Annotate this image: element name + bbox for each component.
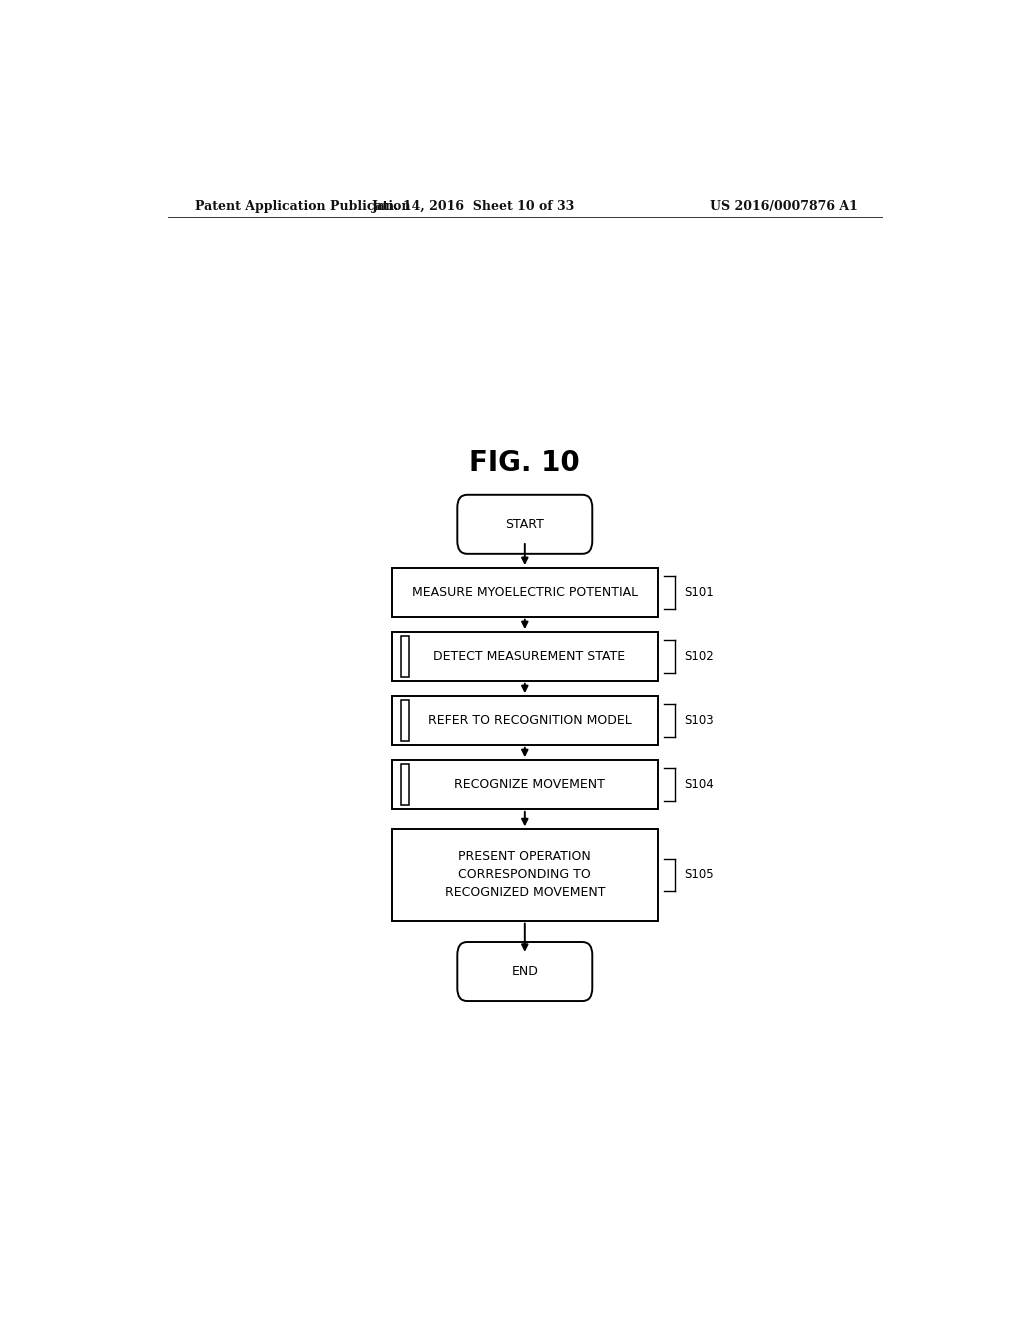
Bar bbox=[392, 632, 657, 681]
Text: S105: S105 bbox=[685, 869, 715, 882]
Bar bbox=[392, 568, 657, 616]
Text: END: END bbox=[511, 965, 539, 978]
Text: S104: S104 bbox=[685, 777, 715, 791]
Bar bbox=[401, 700, 410, 741]
Text: S102: S102 bbox=[685, 649, 715, 663]
Text: Jan. 14, 2016  Sheet 10 of 33: Jan. 14, 2016 Sheet 10 of 33 bbox=[372, 199, 574, 213]
FancyBboxPatch shape bbox=[458, 495, 592, 554]
Text: PRESENT OPERATION
CORRESPONDING TO
RECOGNIZED MOVEMENT: PRESENT OPERATION CORRESPONDING TO RECOG… bbox=[444, 850, 605, 899]
Text: US 2016/0007876 A1: US 2016/0007876 A1 bbox=[711, 199, 858, 213]
Text: S103: S103 bbox=[685, 714, 715, 727]
FancyBboxPatch shape bbox=[458, 942, 592, 1001]
Text: START: START bbox=[506, 517, 544, 531]
Text: REFER TO RECOGNITION MODEL: REFER TO RECOGNITION MODEL bbox=[428, 714, 632, 727]
Bar bbox=[392, 829, 657, 921]
Bar bbox=[392, 760, 657, 809]
Text: MEASURE MYOELECTRIC POTENTIAL: MEASURE MYOELECTRIC POTENTIAL bbox=[412, 586, 638, 599]
Bar bbox=[401, 636, 410, 677]
Text: S101: S101 bbox=[685, 586, 715, 599]
Text: Patent Application Publication: Patent Application Publication bbox=[196, 199, 411, 213]
Bar bbox=[392, 696, 657, 744]
Text: FIG. 10: FIG. 10 bbox=[469, 449, 581, 478]
Text: RECOGNIZE MOVEMENT: RECOGNIZE MOVEMENT bbox=[454, 777, 605, 791]
Text: DETECT MEASUREMENT STATE: DETECT MEASUREMENT STATE bbox=[433, 649, 626, 663]
Bar bbox=[401, 764, 410, 805]
